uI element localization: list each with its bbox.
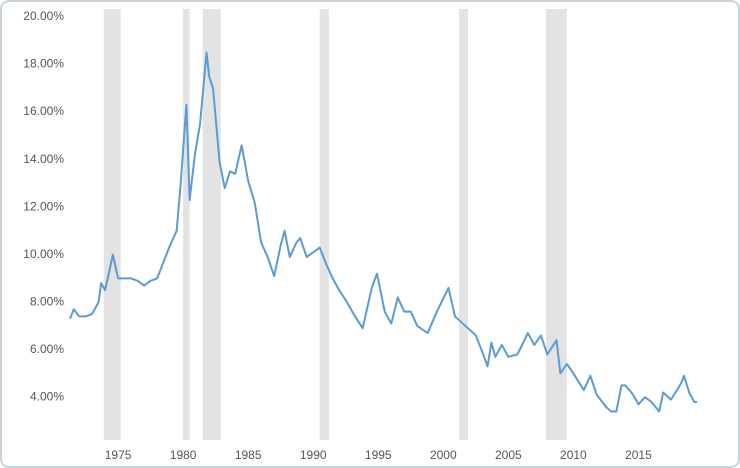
recession-band bbox=[546, 9, 567, 440]
x-tick-label: 1990 bbox=[300, 448, 327, 462]
y-tick-label: 4.00% bbox=[30, 389, 64, 403]
x-tick-label: 2010 bbox=[560, 448, 587, 462]
recession-band bbox=[183, 9, 190, 440]
x-tick-label: 2000 bbox=[430, 448, 457, 462]
x-tick-label: 1980 bbox=[170, 448, 197, 462]
x-tick-label: 2005 bbox=[495, 448, 522, 462]
y-tick-label: 18.00% bbox=[23, 57, 64, 71]
recession-band bbox=[103, 9, 121, 440]
y-tick-label: 12.00% bbox=[23, 199, 64, 213]
recession-band bbox=[458, 9, 469, 440]
y-tick-label: 16.00% bbox=[23, 104, 64, 118]
x-tick-label: 1995 bbox=[365, 448, 392, 462]
y-tick-label: 10.00% bbox=[23, 247, 64, 261]
x-tick-label: 1975 bbox=[105, 448, 132, 462]
recession-band bbox=[319, 9, 329, 440]
data-line bbox=[69, 51, 697, 413]
x-tick-label: 1985 bbox=[235, 448, 262, 462]
x-tick-label: 2015 bbox=[625, 448, 652, 462]
y-tick-label: 14.00% bbox=[23, 152, 64, 166]
y-tick-label: 20.00% bbox=[23, 9, 64, 23]
y-tick-label: 8.00% bbox=[30, 294, 64, 308]
y-tick-label: 6.00% bbox=[30, 342, 64, 356]
